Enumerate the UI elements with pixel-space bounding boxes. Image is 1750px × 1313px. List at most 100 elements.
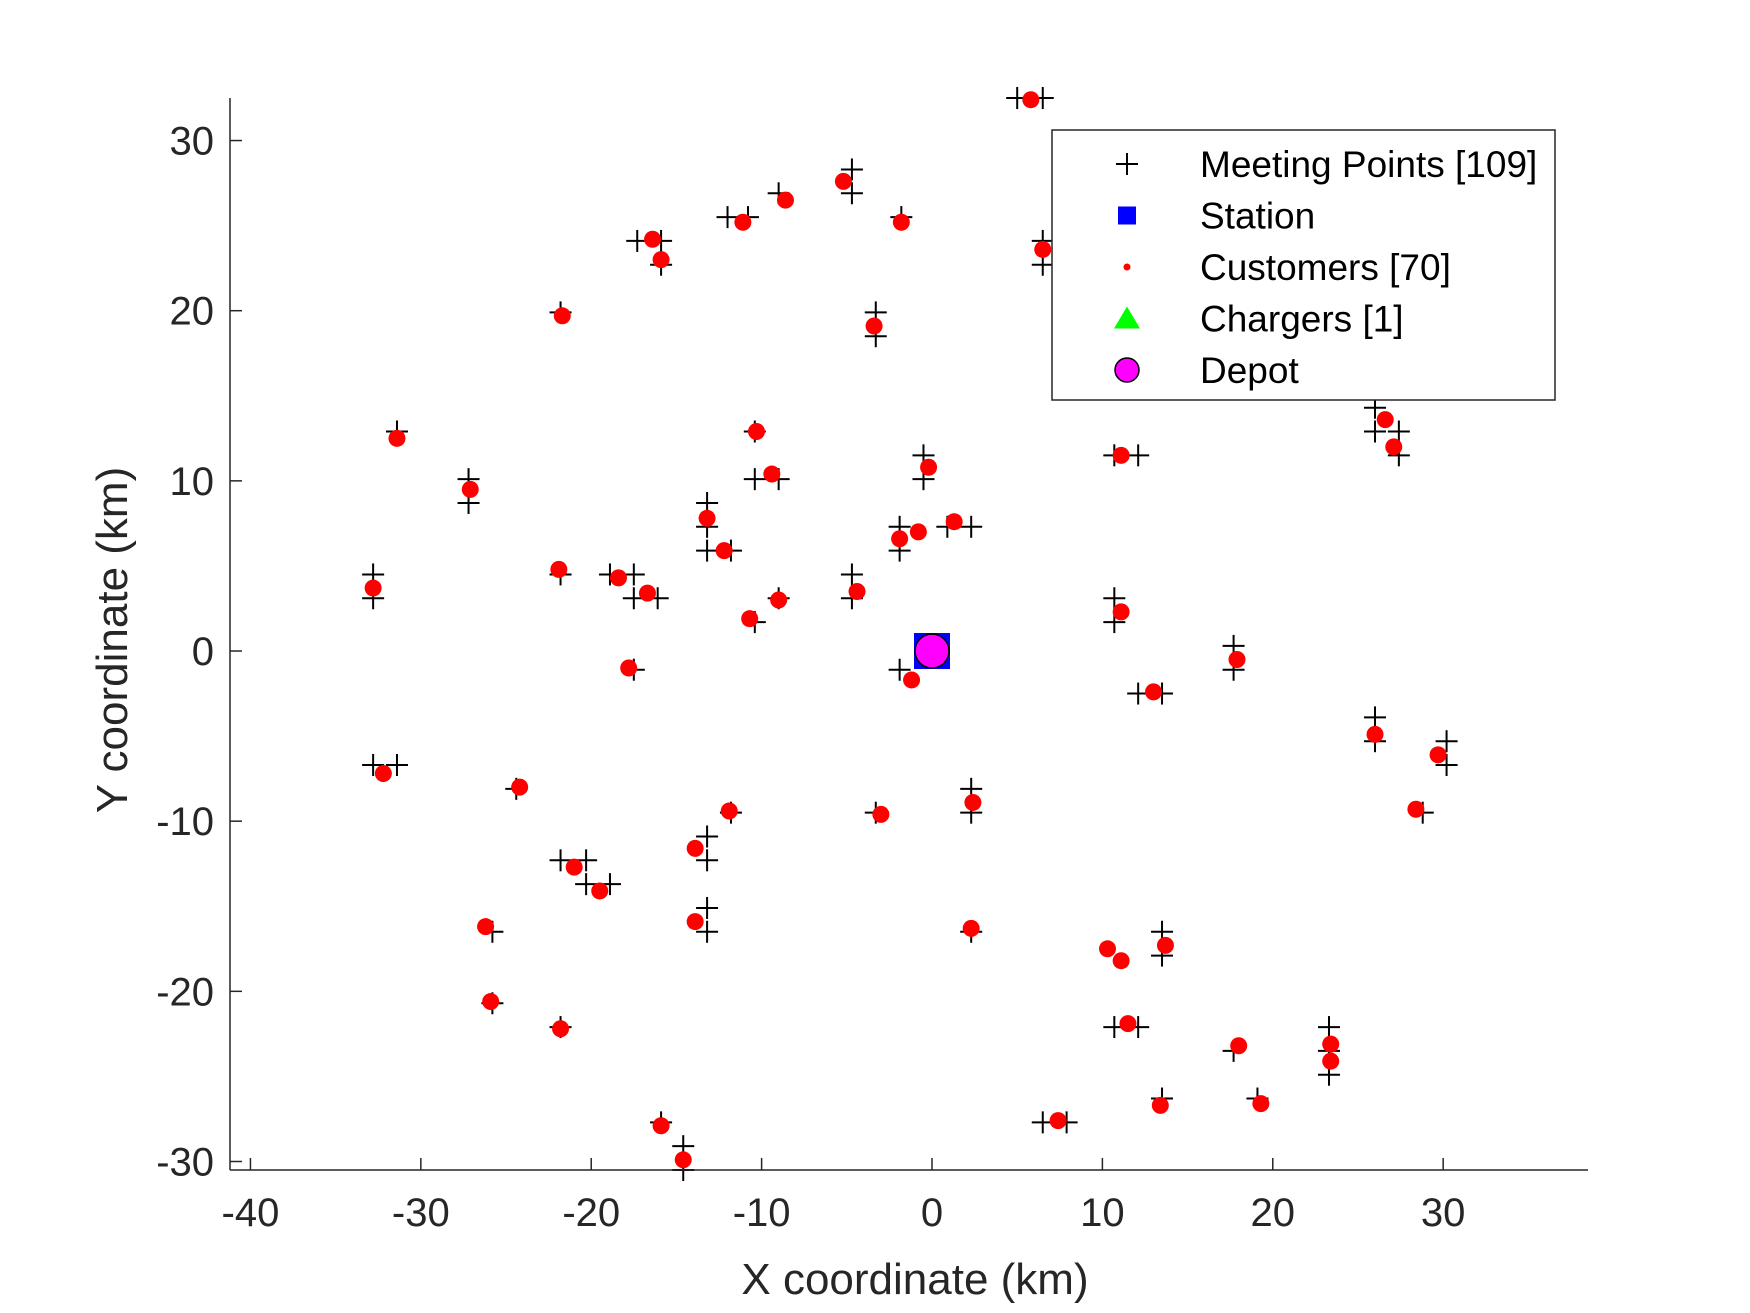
- customers-point: [674, 1151, 692, 1169]
- meeting-points-point: [1435, 730, 1458, 753]
- meeting-points-point: [385, 754, 408, 777]
- meeting-points-point: [696, 849, 719, 872]
- customers-point: [834, 172, 852, 190]
- x-tick-label: -10: [733, 1191, 791, 1235]
- customers-point: [748, 423, 766, 441]
- meeting-points-point: [1387, 420, 1410, 443]
- y-tick-label: -10: [156, 800, 214, 844]
- meeting-points-point: [362, 754, 385, 777]
- customers-point: [652, 1117, 670, 1135]
- customers-point: [763, 465, 781, 483]
- meeting-points-point: [696, 920, 719, 943]
- customers-point: [686, 913, 704, 931]
- meeting-points-point: [840, 158, 863, 181]
- meeting-points-point: [1127, 444, 1150, 467]
- customers-point: [620, 659, 638, 677]
- customers-point: [1156, 936, 1174, 954]
- x-tick-label: 0: [921, 1191, 943, 1235]
- customers-point: [698, 509, 716, 527]
- y-axis-label: Y coordinate (km): [88, 467, 137, 813]
- customers-point: [734, 213, 752, 231]
- customers-point: [962, 919, 980, 937]
- customers-point: [1151, 1096, 1169, 1114]
- customers-point: [720, 802, 738, 820]
- customers-point: [511, 778, 529, 796]
- customers-point: [1385, 438, 1403, 456]
- customers-point: [1429, 746, 1447, 764]
- customers-point: [920, 458, 938, 476]
- x-tick-label: -30: [392, 1191, 450, 1235]
- meeting-points-point: [696, 896, 719, 919]
- meeting-points-point: [696, 539, 719, 562]
- legend-marker-station: [1118, 206, 1136, 225]
- depot-point: [914, 633, 950, 669]
- customers-point: [609, 569, 627, 587]
- customers-point: [644, 230, 662, 248]
- y-tick-label: -20: [156, 970, 214, 1014]
- legend-box: [1051, 129, 1556, 401]
- meeting-points-point: [1364, 706, 1387, 729]
- customers-point: [374, 765, 392, 783]
- customers-point: [1252, 1095, 1270, 1113]
- customers-point: [652, 251, 670, 269]
- x-tick-label: 10: [1080, 1191, 1125, 1235]
- customers-point: [848, 582, 866, 600]
- meeting-points-point: [622, 563, 645, 586]
- customers-point: [1228, 651, 1246, 669]
- x-tick-label: 30: [1421, 1191, 1466, 1235]
- meeting-points-point: [696, 825, 719, 848]
- customers-point: [364, 579, 382, 597]
- customers-point: [553, 307, 571, 325]
- customers-point: [550, 560, 568, 578]
- meeting-points-point: [840, 182, 863, 205]
- customers-point: [891, 530, 909, 548]
- customers-point: [1366, 725, 1384, 743]
- meeting-points-point: [716, 206, 739, 229]
- customers-point: [638, 584, 656, 602]
- x-tick-label: -40: [222, 1191, 280, 1235]
- customers-point: [1376, 411, 1394, 429]
- customers-point: [1049, 1112, 1067, 1130]
- x-tick-label: -20: [562, 1191, 620, 1235]
- y-tick-label: 30: [170, 120, 215, 164]
- customers-point: [964, 793, 982, 811]
- legend-marker-depot: [1114, 357, 1140, 383]
- customers-point: [909, 523, 927, 541]
- customers-point: [770, 591, 788, 609]
- customers-point: [776, 191, 794, 209]
- meeting-points-point: [1318, 1016, 1341, 1039]
- customers-point: [1022, 91, 1040, 109]
- customers-point: [945, 513, 963, 531]
- customers-point: [1034, 240, 1052, 258]
- customers-point: [686, 839, 704, 857]
- meeting-points-point: [888, 658, 911, 681]
- customers-point: [1407, 800, 1425, 818]
- legend-marker-meeting_points: [1116, 153, 1138, 175]
- customers-point: [1112, 603, 1130, 621]
- customers-point: [388, 429, 406, 447]
- legend: Meeting Points [109] Station Customers [70…: [1051, 129, 1556, 401]
- customers-point: [903, 671, 921, 689]
- y-tick-label: 20: [170, 290, 215, 334]
- y-tick-label: -30: [156, 1140, 214, 1184]
- meeting-points-point: [1435, 754, 1458, 777]
- plot-area: [362, 87, 1458, 1181]
- customers-point: [1230, 1037, 1248, 1055]
- meeting-points-point: [960, 515, 983, 538]
- legend-label-meeting_points: Meeting Points [109]: [1200, 144, 1537, 185]
- customers-point: [892, 213, 910, 231]
- legend-label-chargers: Chargers [1]: [1200, 299, 1404, 340]
- customers-point: [1322, 1035, 1340, 1053]
- customers-point: [565, 858, 583, 876]
- legend-label-customers: Customers [70]: [1200, 247, 1451, 288]
- customers-point: [591, 882, 609, 900]
- customers-point: [1099, 940, 1117, 958]
- customers-point: [872, 805, 890, 823]
- legend-label-depot: Depot: [1200, 350, 1299, 391]
- customers-point: [1112, 952, 1130, 970]
- customers-point: [461, 480, 479, 498]
- meeting-points-point: [575, 873, 598, 896]
- customers-point: [715, 542, 733, 560]
